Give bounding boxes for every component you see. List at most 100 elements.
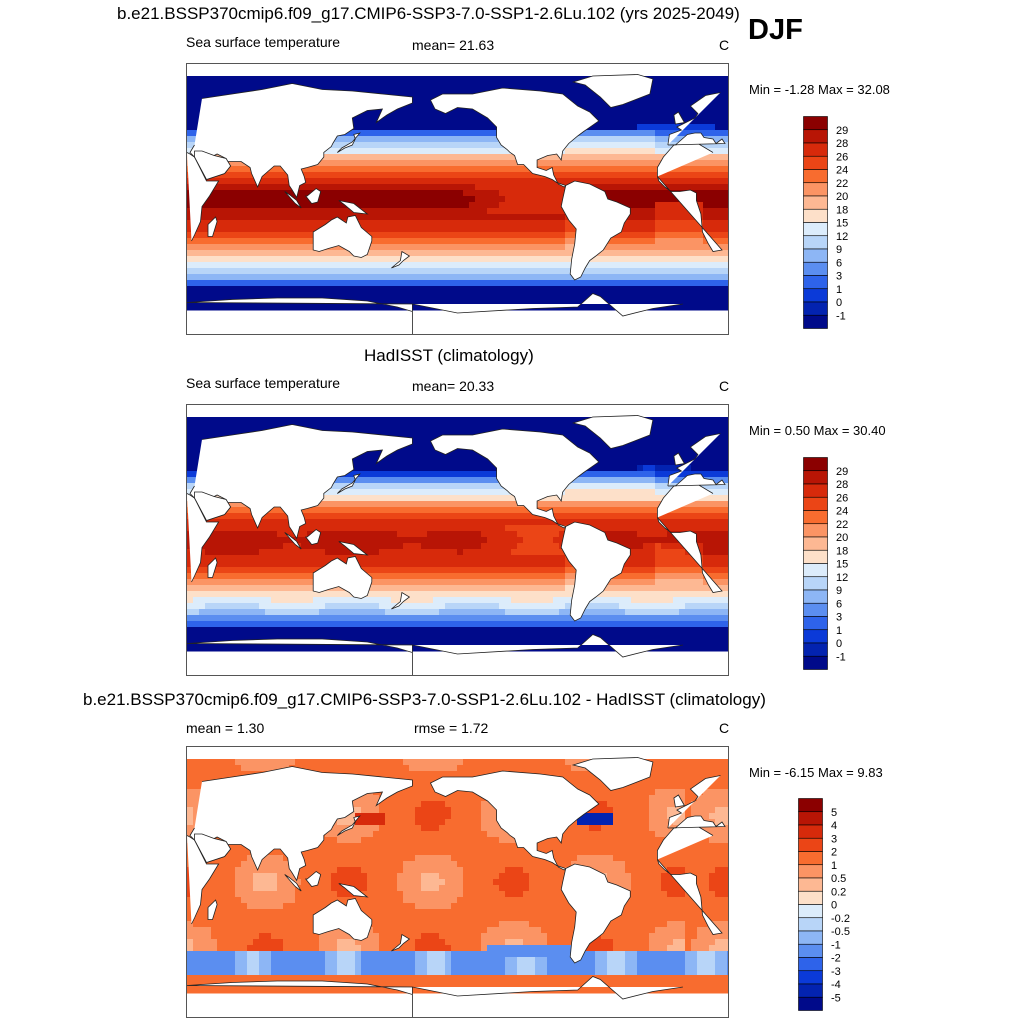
- field-cell: [433, 202, 440, 209]
- field-cell: [727, 304, 728, 311]
- field-cell: [487, 214, 494, 221]
- field-cell: [295, 531, 302, 538]
- field-cell: [319, 292, 326, 299]
- field-cell: [223, 88, 230, 95]
- field-cell: [367, 471, 374, 478]
- field-cell: [379, 573, 386, 580]
- field-cell: [529, 262, 536, 269]
- field-cell: [721, 106, 728, 113]
- field-cell: [223, 417, 230, 424]
- field-cell: [685, 106, 692, 113]
- field-cell: [265, 82, 272, 89]
- field-cell: [217, 244, 224, 251]
- field-cell: [259, 262, 266, 269]
- field-cell: [511, 166, 518, 173]
- field-cell: [619, 166, 626, 173]
- field-cell: [469, 148, 476, 155]
- field-cell: [241, 591, 248, 598]
- field-cell: [661, 106, 668, 113]
- field-cell: [205, 250, 212, 257]
- field-cell: [265, 609, 272, 616]
- field-cell: [553, 88, 560, 95]
- field-cell: [715, 196, 722, 203]
- field-cell: [397, 483, 404, 490]
- field-cell: [463, 82, 470, 89]
- field-cell: [247, 274, 254, 281]
- field-cell: [421, 244, 428, 251]
- field-cell: [727, 94, 728, 101]
- field-cell: [355, 645, 362, 652]
- field-cell: [703, 274, 710, 281]
- field-cell: [361, 477, 368, 484]
- field-cell: [427, 214, 434, 221]
- field-cell: [331, 196, 338, 203]
- field-cell: [619, 232, 626, 239]
- field-cell: [319, 423, 326, 430]
- field-cell: [379, 549, 386, 556]
- field-cell: [571, 166, 578, 173]
- field-cell: [463, 154, 470, 161]
- field-cell: [199, 615, 206, 622]
- field-cell: [223, 196, 230, 203]
- field-cell: [211, 429, 218, 436]
- field-cell: [349, 274, 356, 281]
- field-cell: [493, 220, 500, 227]
- field-cell: [721, 196, 728, 203]
- field-cell: [367, 417, 374, 424]
- field-cell: [367, 633, 374, 640]
- field-cell: [379, 609, 386, 616]
- field-cell: [205, 238, 212, 245]
- field-cell: [391, 621, 398, 628]
- field-cell: [385, 292, 392, 299]
- field-cell: [265, 292, 272, 299]
- field-cell: [475, 202, 482, 209]
- field-cell: [235, 603, 242, 610]
- field-cell: [229, 250, 236, 257]
- field-cell: [481, 148, 488, 155]
- field-cell: [685, 172, 692, 179]
- field-cell: [661, 304, 668, 311]
- field-cell: [385, 166, 392, 173]
- field-cell: [223, 609, 230, 616]
- field-cell: [703, 172, 710, 179]
- field-cell: [319, 262, 326, 269]
- field-cell: [421, 166, 428, 173]
- field-cell: [187, 621, 194, 628]
- field-cell: [715, 172, 722, 179]
- field-cell: [385, 232, 392, 239]
- colorbar-tick-label: 22: [836, 178, 848, 190]
- field-cell: [385, 525, 392, 532]
- field-cell: [373, 202, 380, 209]
- field-cell: [325, 609, 332, 616]
- field-cell: [583, 94, 590, 101]
- colorbar-swatch: [803, 222, 828, 237]
- field-cell: [505, 214, 512, 221]
- field-cell: [637, 166, 644, 173]
- field-cell: [421, 118, 428, 125]
- field-cell: [475, 286, 482, 293]
- field-cell: [715, 280, 722, 287]
- field-cell: [415, 172, 422, 179]
- field-cell: [625, 166, 632, 173]
- field-cell: [559, 166, 566, 173]
- field-cell: [193, 435, 200, 442]
- field-cell: [331, 525, 338, 532]
- field-cell: [277, 292, 284, 299]
- field-cell: [211, 633, 218, 640]
- field-cell: [187, 244, 194, 251]
- field-cell: [319, 208, 326, 215]
- field-cell: [271, 250, 278, 257]
- field-cell: [265, 417, 272, 424]
- field-cell: [727, 178, 728, 185]
- field-cell: [433, 142, 440, 149]
- field-cell: [229, 423, 236, 430]
- field-cell: [217, 609, 224, 616]
- field-cell: [289, 226, 296, 233]
- colorbar-swatch: [803, 169, 828, 184]
- field-cell: [271, 627, 278, 634]
- field-cell: [643, 178, 650, 185]
- field-cell: [211, 250, 218, 257]
- field-cell: [337, 423, 344, 430]
- field-cell: [607, 286, 614, 293]
- field-cell: [331, 603, 338, 610]
